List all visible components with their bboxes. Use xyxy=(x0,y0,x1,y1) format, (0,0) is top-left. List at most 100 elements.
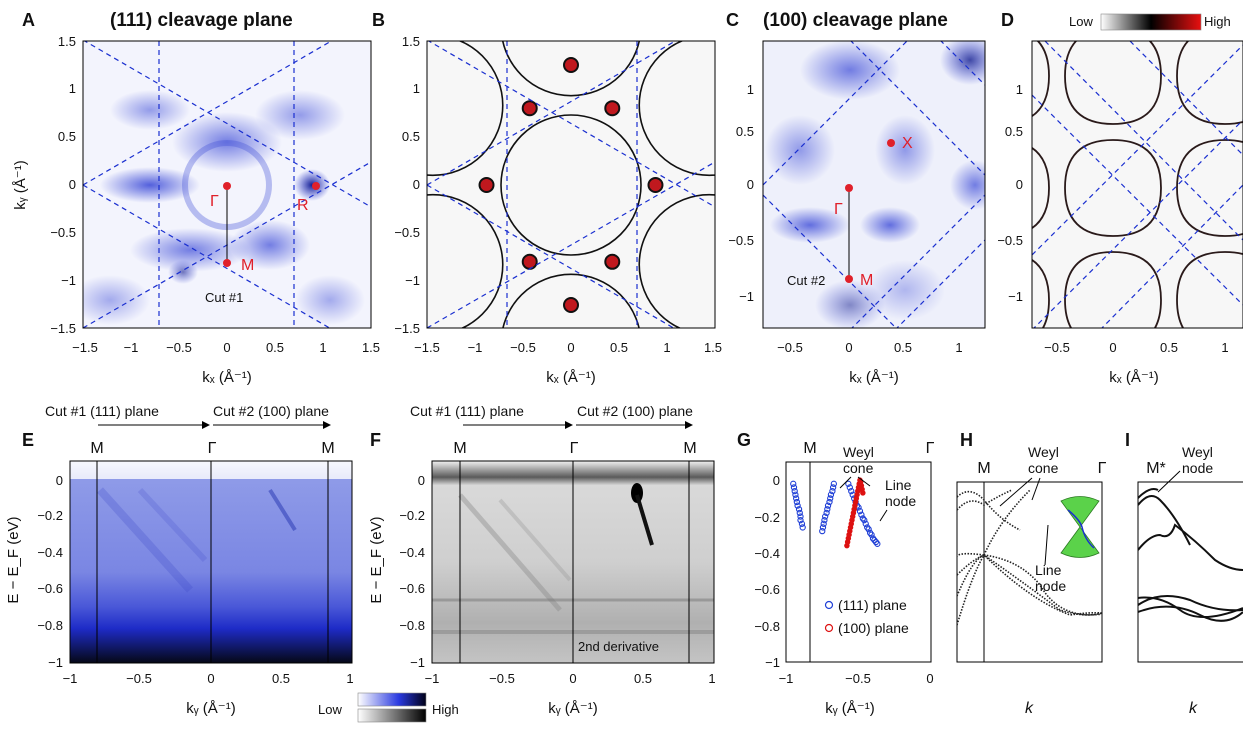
tick: 0 xyxy=(223,340,230,355)
pocket-marker xyxy=(521,100,538,117)
fermi-loop xyxy=(1032,258,1050,328)
tick: −1 xyxy=(765,655,780,670)
point-111-plane xyxy=(848,487,855,495)
panel-g-yticks: 0 −0.2 −0.4 −0.6 −0.8 −1 xyxy=(754,473,780,670)
colorbar-high-d: High xyxy=(1204,14,1231,29)
point-111-plane xyxy=(868,531,875,538)
panel-c-title: (100) cleavage plane xyxy=(763,10,948,31)
tick: −1 xyxy=(61,273,76,288)
fermi-ring xyxy=(427,193,504,328)
m-label-c: M xyxy=(860,272,873,289)
panel-i-xlabel: k xyxy=(1189,700,1198,717)
g-ann-line2: node xyxy=(885,493,916,509)
colorbar-low-d: Low xyxy=(1069,14,1093,29)
tick: 1 xyxy=(346,671,353,686)
hs-h-1: Γ xyxy=(1098,460,1107,477)
tick: −0.5 xyxy=(1044,340,1070,355)
point-111-plane xyxy=(797,517,804,524)
tick: 0.5 xyxy=(736,124,754,139)
tick: 0.5 xyxy=(610,340,628,355)
tick: 0 xyxy=(207,671,214,686)
tick: 0.5 xyxy=(1005,124,1023,139)
panel-c: C (100) cleavage plane Γ M X Cut # xyxy=(726,10,986,386)
panel-letter-g: G xyxy=(737,430,751,450)
point-111-plane xyxy=(791,487,798,495)
tick: 0.5 xyxy=(272,671,290,686)
tick: 1 xyxy=(708,671,715,686)
tick: −0.5 xyxy=(510,340,536,355)
hs-g-0: M xyxy=(803,440,816,457)
point-111-plane xyxy=(819,527,826,535)
tick: −1 xyxy=(468,340,483,355)
point-111-plane xyxy=(790,480,797,487)
tick: 0 xyxy=(418,473,425,488)
tick: −0.6 xyxy=(754,582,780,597)
panel-letter-i: I xyxy=(1125,430,1130,450)
tick: −0.8 xyxy=(37,618,63,633)
tick: 0 xyxy=(413,177,420,192)
tick: 1 xyxy=(663,340,670,355)
tick: −1.5 xyxy=(72,340,98,355)
point-111-plane xyxy=(829,487,836,495)
gamma-label-c: Γ xyxy=(834,201,843,218)
tick: 1.5 xyxy=(402,34,420,49)
point-111-plane xyxy=(820,520,827,527)
panel-b-xlabel: kₓ (Å⁻¹) xyxy=(546,369,596,386)
cut-label-c: Cut #2 xyxy=(787,273,825,288)
tick: −0.8 xyxy=(754,619,780,634)
legend-label-111: (111) plane xyxy=(838,597,907,613)
point-111-plane xyxy=(827,495,834,502)
g-ann-cone1: Weyl xyxy=(843,444,874,460)
panel-e-yticks: 0 −0.2 −0.4 −0.6 −0.8 −1 xyxy=(37,473,63,670)
tick: −0.5 xyxy=(845,671,871,686)
tick: 1.5 xyxy=(58,34,76,49)
panel-e-ylabel: E − E_F (eV) xyxy=(5,516,22,603)
tick: 1 xyxy=(955,340,962,355)
panel-g: G M Γ Weyl cone Line node (111) plane (1… xyxy=(737,430,935,717)
panel-letter-h: H xyxy=(960,430,973,450)
point-111-plane xyxy=(798,520,806,527)
point-111-plane xyxy=(824,506,831,513)
m-label-a: M xyxy=(241,257,254,274)
tick: −1.5 xyxy=(394,321,420,336)
tick: −1.5 xyxy=(50,321,76,336)
i-ann2: node xyxy=(1182,460,1213,476)
tick: −0.5 xyxy=(126,671,152,686)
tick: 1 xyxy=(747,82,754,97)
point-111-plane xyxy=(862,520,869,527)
tick: −0.5 xyxy=(997,233,1023,248)
panel-b-calc-map xyxy=(427,41,715,328)
tick: −1 xyxy=(739,289,754,304)
tick: 0 xyxy=(567,340,574,355)
colorbar-low-e: Low xyxy=(318,702,342,717)
g-ann-line1: Line xyxy=(885,477,912,493)
legend-marker-111 xyxy=(824,600,834,610)
tick: 0 xyxy=(1109,340,1116,355)
fermi-loop xyxy=(1064,251,1162,328)
tick: −0.5 xyxy=(489,671,515,686)
fermi-ring xyxy=(502,273,640,328)
point-111-plane xyxy=(822,513,829,520)
tick: −1 xyxy=(124,340,139,355)
fermi-loop xyxy=(1176,41,1243,125)
panel-h-xlabel: k xyxy=(1025,700,1034,717)
panel-c-yticks: 1 0.5 0 −0.5 −1 xyxy=(728,82,754,304)
tick: −0.5 xyxy=(777,340,803,355)
point-111-plane xyxy=(874,540,881,547)
point-111-plane xyxy=(795,506,803,513)
tick: 0.5 xyxy=(1160,340,1178,355)
m-point-a xyxy=(223,259,231,267)
panel-b-xticks: −1.5 −1 −0.5 0 0.5 1 1.5 xyxy=(414,340,722,355)
pocket-marker xyxy=(604,253,621,270)
panel-h-bands xyxy=(957,489,1103,626)
point-111-plane xyxy=(799,524,806,531)
hs-h-0: M xyxy=(977,460,990,477)
point-111-plane xyxy=(856,507,864,515)
tick: −0.4 xyxy=(754,546,780,561)
panel-c-xticks: −0.5 0 0.5 1 xyxy=(777,340,962,355)
panel-e: E Cut #1 (111) plane Cut #2 (100) plane … xyxy=(5,403,459,723)
point-111-plane xyxy=(797,513,804,520)
tick: 1 xyxy=(319,340,326,355)
h-ann-cone2: cone xyxy=(1028,460,1059,476)
